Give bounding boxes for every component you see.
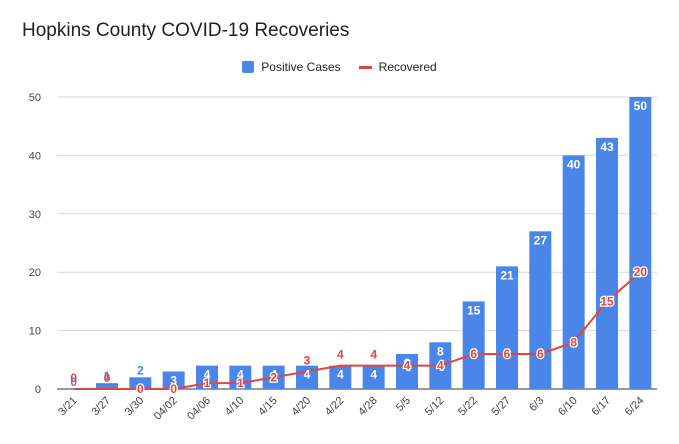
legend-label-recovered: Recovered (378, 60, 437, 74)
bar-data-label: 4 (270, 368, 277, 382)
bar-data-label: 2 (137, 363, 144, 377)
recovered-data-label: 15 (600, 294, 614, 308)
bar (329, 365, 352, 389)
bar-data-label: 50 (634, 99, 648, 113)
recovered-data-label: 8 (570, 335, 577, 349)
x-tick-label: 04/06 (185, 395, 213, 423)
legend: Positive Cases Recovered (0, 60, 679, 74)
bar (562, 155, 585, 389)
recovered-data-label: 4 (337, 348, 344, 362)
bar-data-label: 40 (567, 157, 581, 171)
y-tick-label: 30 (29, 209, 41, 221)
recovered-data-label: 20 (634, 265, 648, 279)
bar-data-label: 15 (467, 303, 481, 317)
bar-data-label: 4 (204, 368, 211, 382)
bar-data-label: 43 (600, 140, 614, 154)
x-tick-label: 3/27 (89, 395, 113, 419)
x-tick-label: 4/10 (223, 395, 247, 419)
recovered-data-label: 0 (137, 382, 144, 396)
recovered-data-label: 1 (237, 376, 244, 390)
x-tick-label: 6/24 (623, 395, 647, 419)
bar-data-label: 0 (70, 375, 77, 389)
bar-data-label: 8 (437, 344, 444, 358)
legend-item-recovered[interactable]: Recovered (358, 60, 437, 74)
recovered-data-label: 0 (70, 371, 77, 385)
bar (462, 301, 485, 389)
bar-data-label: 21 (500, 268, 514, 282)
x-tick-label: 3/30 (123, 395, 147, 419)
x-tick-label: 04/02 (152, 395, 180, 423)
x-tick-label: 3/21 (56, 395, 80, 419)
chart-title: Hopkins County COVID-19 Recoveries (22, 20, 350, 41)
bar-data-label: 3 (170, 373, 177, 387)
x-tick-label: 6/3 (527, 395, 546, 414)
bar (96, 383, 118, 389)
recovered-data-label: 1 (204, 376, 211, 390)
x-tick-label: 4/22 (323, 395, 347, 419)
recovered-data-label: 6 (470, 347, 477, 361)
y-tick-label: 20 (29, 267, 41, 279)
x-tick-label: 4/20 (289, 395, 313, 419)
y-tick-label: 50 (29, 92, 41, 104)
recovered-data-label: 3 (304, 353, 311, 367)
recovered-data-label: 4 (404, 359, 411, 373)
recovered-data-label: 4 (370, 348, 377, 362)
x-tick-label: 6/17 (589, 395, 613, 419)
recovered-data-label: 6 (537, 347, 544, 361)
x-tick-label: 5/22 (456, 395, 480, 419)
legend-item-positive-cases[interactable]: Positive Cases (242, 60, 341, 74)
legend-label-positive-cases: Positive Cases (261, 60, 341, 74)
legend-swatch-recovered (358, 65, 372, 69)
y-tick-label: 10 (29, 326, 41, 338)
x-tick-label: 5/27 (489, 395, 513, 419)
recovered-data-label: 0 (170, 382, 177, 396)
bar (496, 266, 518, 389)
bar-data-label: 27 (534, 233, 548, 247)
recovered-data-label: 0 (104, 371, 111, 385)
x-tick-label: 6/10 (556, 395, 580, 419)
recovered-data-label: 2 (270, 370, 277, 384)
bar (596, 137, 618, 389)
bar-data-label: 6 (404, 356, 411, 370)
legend-swatch-positive-cases (242, 61, 255, 73)
x-tick-label: 4/28 (356, 395, 380, 419)
bar-data-label: 1 (104, 369, 111, 383)
y-tick-label: 0 (35, 384, 41, 396)
bar-data-label: 4 (337, 368, 344, 382)
bar (362, 365, 385, 389)
bar (129, 377, 152, 389)
recovered-data-label: 6 (504, 347, 511, 361)
bar-data-label: 4 (237, 368, 244, 382)
x-tick-label: 5/5 (394, 395, 413, 414)
bar (629, 97, 652, 389)
x-tick-label: 5/12 (423, 395, 447, 419)
bar (162, 371, 185, 389)
bar-data-label: 4 (370, 368, 377, 382)
y-tick-label: 40 (29, 150, 41, 162)
recovered-line (73, 271, 641, 390)
recovered-data-label: 4 (437, 359, 444, 373)
bar (529, 231, 552, 389)
bar-data-label: 4 (304, 368, 311, 382)
bar (396, 353, 418, 389)
x-tick-label: 4/15 (256, 395, 280, 419)
